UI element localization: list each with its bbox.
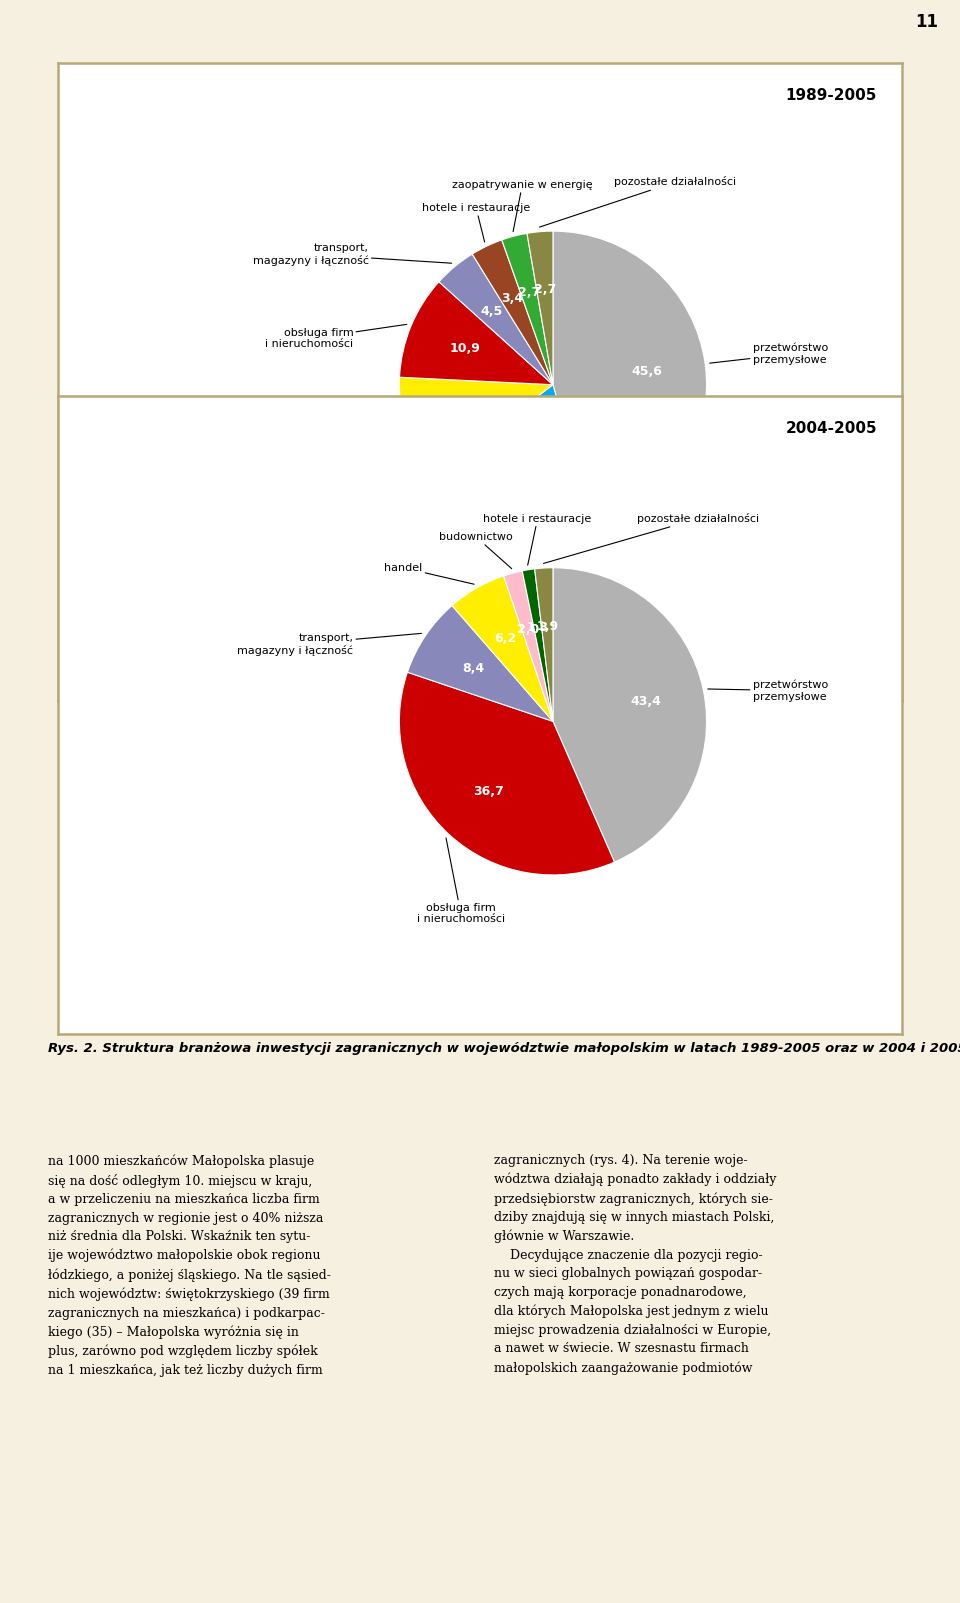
Wedge shape [472,240,553,385]
Text: 43,4: 43,4 [631,696,661,709]
Text: 2,0: 2,0 [517,624,540,636]
Text: na 1000 mieszkańców Małopolska plasuje
się na dość odległym 10. miejscu w kraju,: na 1000 mieszkańców Małopolska plasuje s… [48,1154,331,1377]
Wedge shape [504,571,553,721]
Text: 2,7: 2,7 [534,284,556,297]
Text: 4,5: 4,5 [481,305,503,317]
Text: 45,6: 45,6 [632,365,662,378]
Wedge shape [430,385,594,539]
Wedge shape [553,567,707,862]
Text: pozostałe działalności: pozostałe działalności [543,513,759,563]
Text: 1,9: 1,9 [537,620,559,633]
Text: obsługa firm
i nieruchomości: obsługa firm i nieruchomości [265,324,407,349]
Wedge shape [502,234,553,385]
Wedge shape [452,575,553,721]
Text: 10,9: 10,9 [449,341,480,354]
Wedge shape [399,672,614,875]
Text: zaopatrywanie w energię: zaopatrywanie w energię [452,180,592,231]
Wedge shape [535,567,553,721]
Text: transport,
magazyny i łączność: transport, magazyny i łączność [237,633,421,656]
Text: transport,
magazyny i łączność: transport, magazyny i łączność [252,242,451,266]
Text: handel: handel [384,563,474,583]
Text: hotele i restauracje: hotele i restauracje [484,513,591,566]
Text: 1,3: 1,3 [527,620,549,633]
Text: przetwórstwo
przemysłowe: przetwórstwo przemysłowe [708,680,828,702]
Text: 19,1: 19,1 [507,468,538,481]
Text: handel: handel [346,431,401,474]
Text: 1989-2005: 1989-2005 [785,88,877,103]
Text: budownictwo: budownictwo [440,532,513,569]
Text: obsługa firm
i nieruchomości: obsługa firm i nieruchomości [417,838,505,925]
Wedge shape [522,569,553,721]
Text: 2,7: 2,7 [517,285,540,300]
Text: 11,0: 11,0 [446,406,477,418]
Wedge shape [399,377,553,476]
Text: pośrednictwo finansowe: pośrednictwo finansowe [440,534,574,590]
Text: Rys. 2. Struktura branżowa inwestycji zagranicznych w województwie małopolskim w: Rys. 2. Struktura branżowa inwestycji za… [48,1042,960,1055]
Wedge shape [407,606,553,721]
Wedge shape [399,282,553,385]
Text: 8,4: 8,4 [463,662,485,675]
Wedge shape [527,231,553,385]
Text: 36,7: 36,7 [473,785,504,798]
Text: przetwórstwo
przemysłowe: przetwórstwo przemysłowe [709,343,828,365]
Text: pozostałe działalności: pozostałe działalności [540,176,736,228]
Text: 3,4: 3,4 [501,292,523,305]
Text: 6,2: 6,2 [494,632,516,646]
Text: 2004-2005: 2004-2005 [785,422,877,436]
Wedge shape [439,253,553,385]
Text: 11: 11 [915,13,938,32]
Text: zagranicznych (rys. 4). Na terenie woje-
wództwa działają ponadto zakłady i oddz: zagranicznych (rys. 4). Na terenie woje-… [494,1154,777,1374]
Text: hotele i restauracje: hotele i restauracje [422,204,530,242]
Wedge shape [553,231,707,532]
